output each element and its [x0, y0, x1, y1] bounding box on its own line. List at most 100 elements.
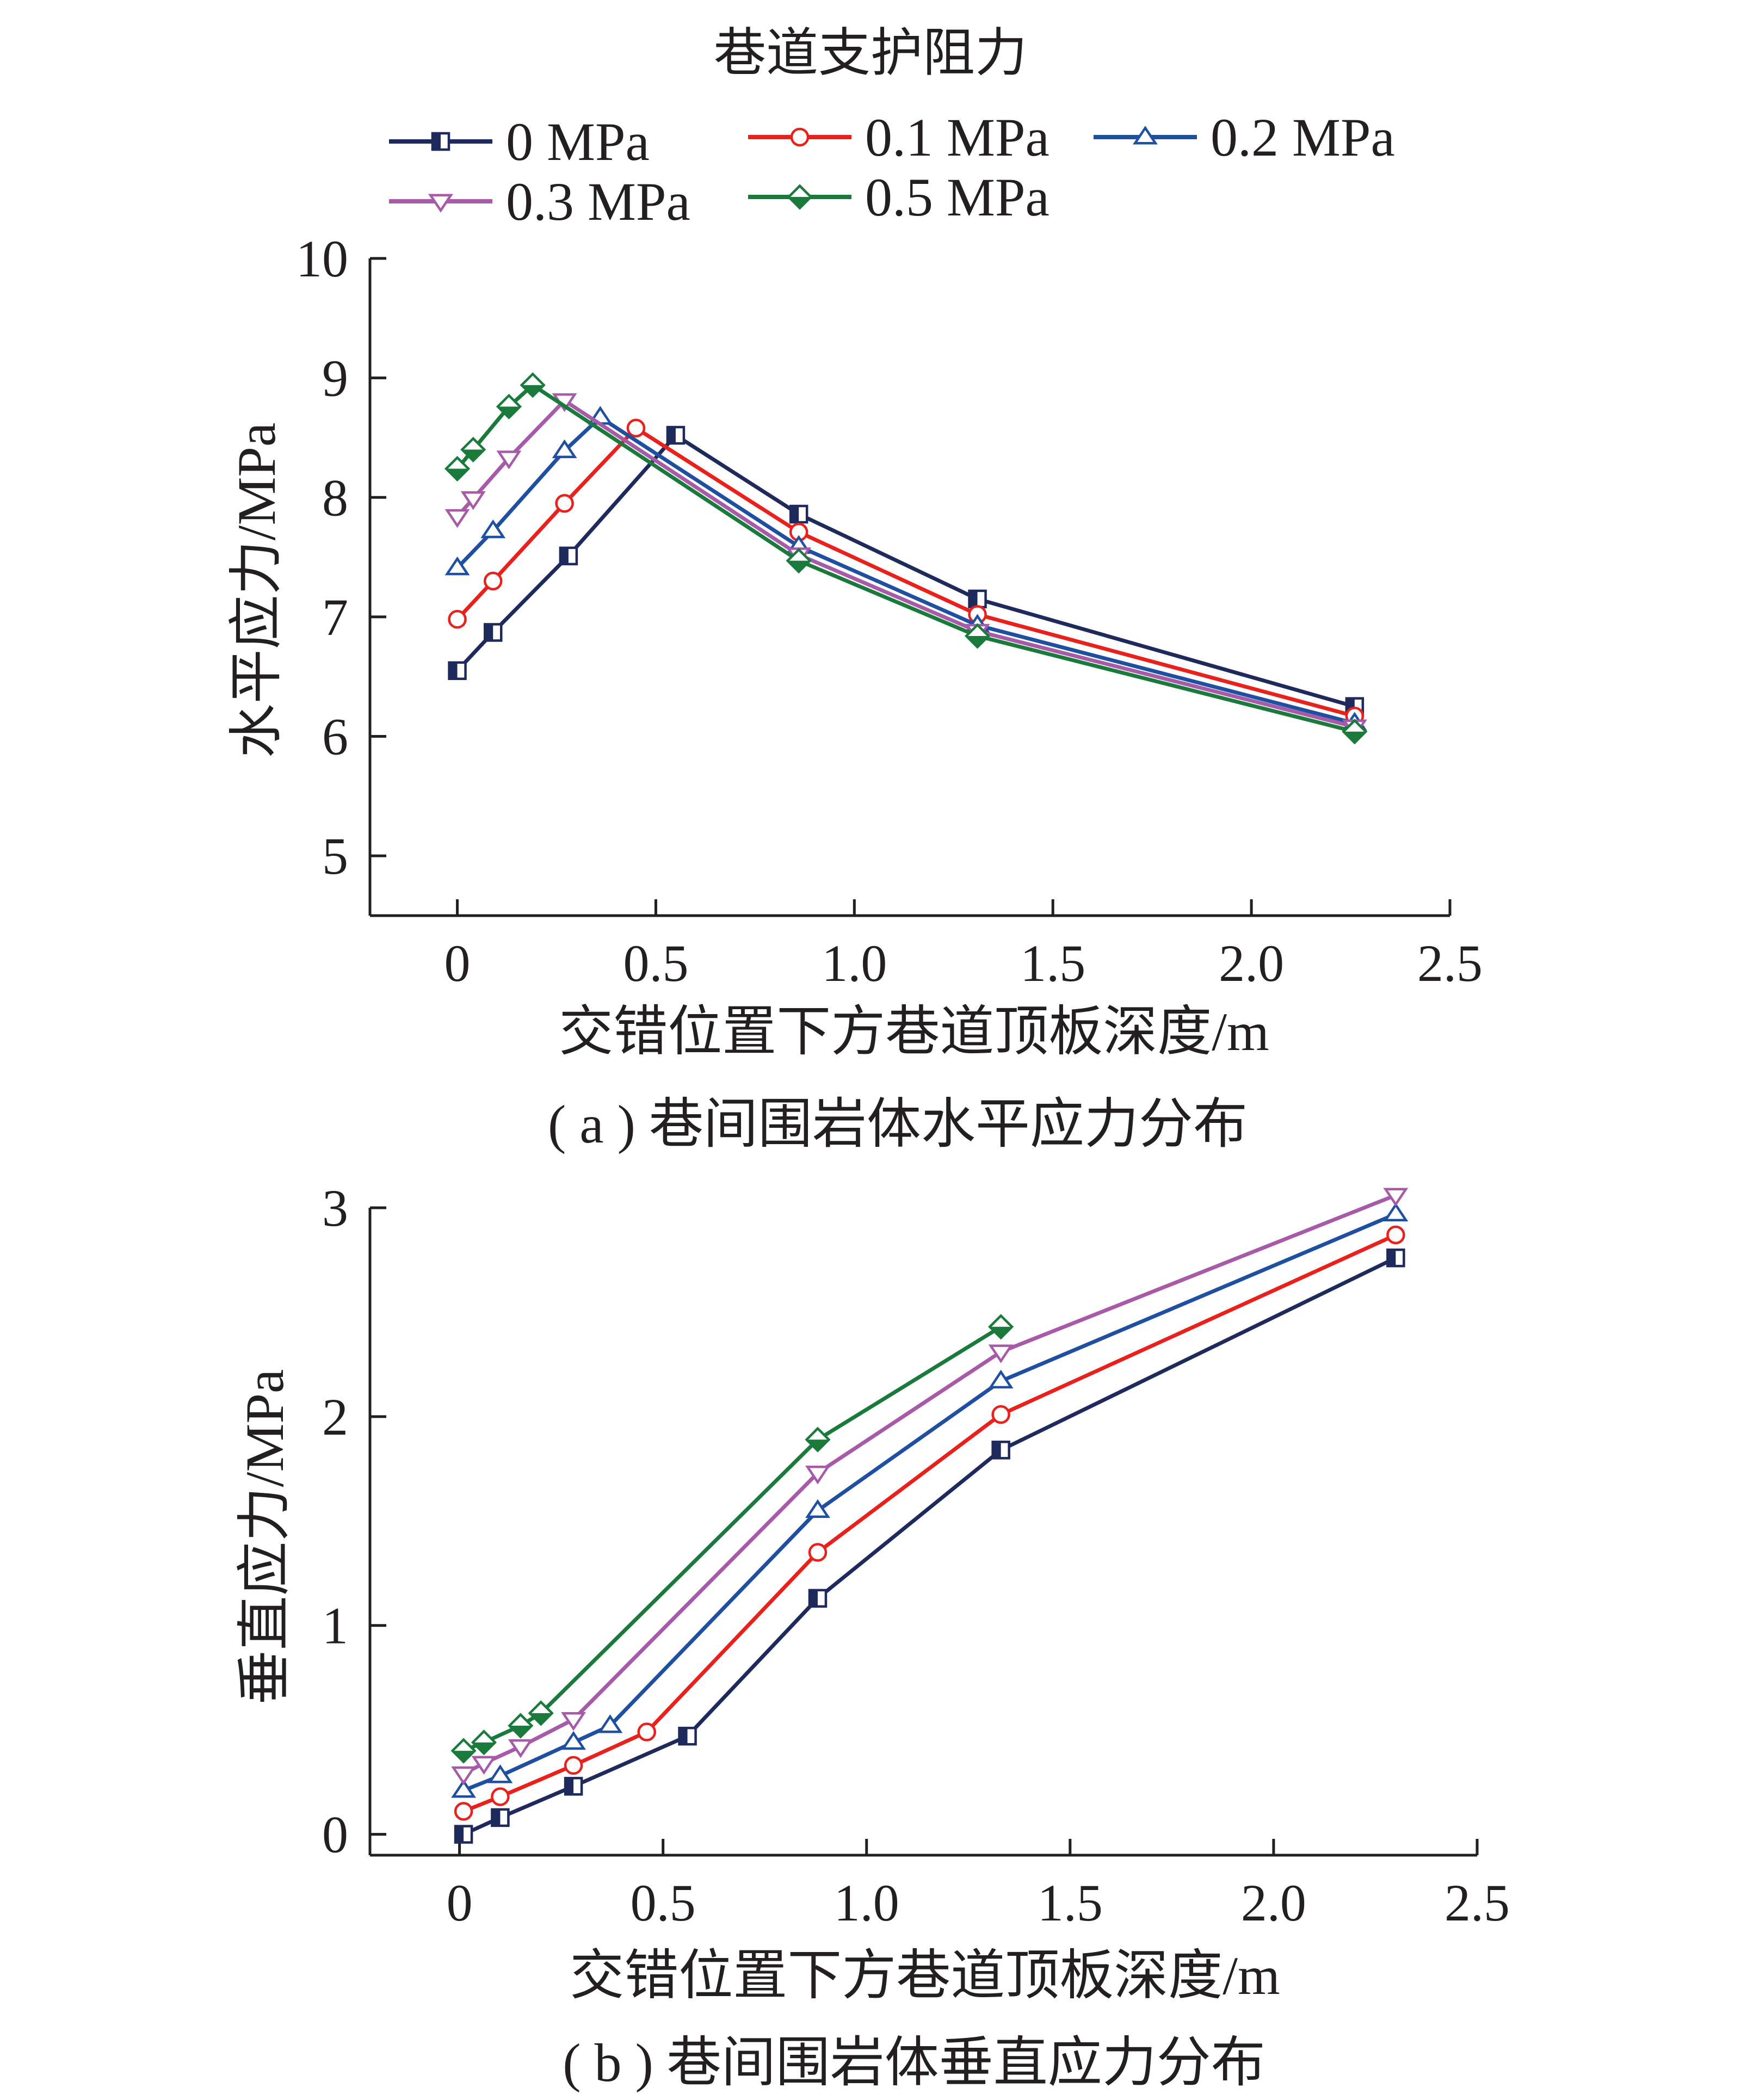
- data-point: [451, 1766, 477, 1786]
- x-tick-label: 1.5: [1020, 934, 1085, 992]
- x-tick-label: 1.5: [1038, 1874, 1103, 1932]
- data-point-fill: [806, 1440, 829, 1451]
- legend-marker-3: [428, 194, 453, 213]
- y-tick-label: 7: [322, 588, 348, 646]
- data-point-fill: [1343, 731, 1366, 743]
- x-tick-label: 0: [444, 934, 471, 992]
- legend-label-3: 0.3 MPa: [506, 171, 690, 232]
- data-point: [805, 1466, 830, 1485]
- data-point-fill: [455, 1826, 464, 1843]
- series-4: [444, 372, 1368, 745]
- data-point-fill: [992, 1442, 1001, 1459]
- x-tick-label: 0: [447, 1874, 473, 1932]
- chart-b-caption: ( b ) 巷间围岩体垂直应力分布: [563, 2033, 1265, 2093]
- y-tick-label: 2: [322, 1388, 348, 1446]
- chart-b-xlabel: 交错位置下方巷道顶板深度/m: [570, 1945, 1280, 2006]
- legend-label-2: 0.2 MPa: [1211, 107, 1395, 168]
- legend-label-4: 0.5 MPa: [865, 167, 1049, 227]
- series-2: [451, 1202, 1409, 1798]
- data-point: [988, 1369, 1014, 1389]
- data-point: [451, 1779, 477, 1798]
- x-tick-label: 2.5: [1444, 1874, 1510, 1932]
- legend-item-1: 0.1 MPa: [748, 107, 1049, 168]
- data-point-fill: [966, 636, 989, 647]
- chart-b-axes: 0 1 2 3 0 0.5 1.0 1.5 2.0 2.5: [322, 1179, 1510, 1932]
- data-point-fill: [565, 1778, 574, 1795]
- chart-a-horizontal-stress: 5 6 7 8 9 10 0 0.5 1.0 1.5 2.0 2.5 交错位置下方巷道顶板深度/m 水…: [226, 230, 1483, 1154]
- legend-items: 0 MPa 0.1 MPa 0.2 MPa 0.3 MPa 0.5 MPa: [389, 107, 1395, 232]
- y-tick-label: 10: [296, 230, 348, 288]
- data-point-fill: [485, 624, 493, 641]
- x-tick-label: 0.5: [631, 1874, 696, 1932]
- legend-marker-4-fill: [788, 197, 811, 208]
- y-tick-label: 1: [322, 1597, 348, 1655]
- legend-item-3: 0.3 MPa: [389, 171, 690, 232]
- legend-item-2: 0.2 MPa: [1094, 107, 1395, 168]
- x-tick-label: 2.0: [1219, 934, 1284, 992]
- data-point: [454, 1802, 473, 1821]
- chart-b-series: [450, 1188, 1409, 1844]
- data-point: [555, 494, 574, 513]
- y-tick-label: 8: [322, 468, 348, 527]
- chart-b-vertical-stress: 0 1 2 3 0 0.5 1.0 1.5 2.0 2.5 交错位置下方巷道顶板深度/m 垂直应力…: [234, 1179, 1510, 2093]
- data-point: [448, 610, 467, 629]
- data-point: [508, 1739, 533, 1758]
- data-point-fill: [521, 385, 544, 397]
- y-tick-label: 3: [322, 1179, 348, 1237]
- chart-a-caption: ( a ) 巷间围岩体水平应力分布: [548, 1094, 1248, 1154]
- data-point: [480, 519, 506, 539]
- y-tick-label: 6: [322, 708, 348, 766]
- x-tick-label: 1.0: [834, 1874, 899, 1932]
- series-3: [451, 1188, 1409, 1786]
- series-0: [448, 425, 1365, 716]
- data-point: [487, 1764, 513, 1783]
- chart-a-xlabel: 交错位置下方巷道顶板深度/m: [559, 1002, 1269, 1062]
- data-point: [805, 1499, 830, 1518]
- data-point: [626, 418, 646, 438]
- y-tick-label: 9: [322, 349, 348, 407]
- data-point-fill: [679, 1728, 688, 1745]
- data-point-fill: [969, 590, 978, 607]
- series-line-2: [456, 415, 1355, 725]
- data-point-fill: [462, 449, 485, 461]
- chart-a-series: [444, 372, 1368, 745]
- legend-label-0: 0 MPa: [506, 112, 650, 172]
- legend-marker-2: [1133, 126, 1158, 145]
- data-point: [561, 1712, 586, 1731]
- data-point: [496, 450, 522, 470]
- chart-b-ylabel: 垂直应力/MPa: [234, 1369, 295, 1705]
- y-tick-label: 0: [322, 1806, 348, 1864]
- data-point: [988, 1344, 1014, 1363]
- x-tick-label: 1.0: [822, 934, 887, 992]
- data-point-fill: [492, 1809, 501, 1826]
- data-point-fill: [560, 547, 569, 564]
- data-point: [564, 1756, 583, 1775]
- legend-item-0: 0 MPa: [389, 112, 650, 172]
- data-point: [471, 1756, 497, 1775]
- data-point-fill: [1387, 1250, 1396, 1267]
- series-4: [450, 1314, 1014, 1764]
- data-point-fill: [452, 1751, 475, 1762]
- chart-a-ylabel: 水平应力/MPa: [226, 423, 287, 758]
- data-point-fill: [449, 662, 458, 679]
- data-point-fill: [446, 468, 468, 480]
- legend-item-4: 0.5 MPa: [748, 167, 1049, 227]
- data-point-fill: [498, 406, 520, 418]
- data-point: [637, 1722, 656, 1741]
- series-0: [454, 1248, 1405, 1844]
- data-point: [460, 491, 486, 510]
- legend-marker-0-fill: [433, 133, 441, 150]
- y-tick-label: 5: [322, 827, 348, 885]
- data-point-fill: [809, 1590, 818, 1607]
- chart-a-axes: 5 6 7 8 9 10 0 0.5 1.0 1.5 2.0 2.5: [296, 230, 1483, 992]
- data-point: [1386, 1225, 1405, 1245]
- data-point: [444, 509, 470, 528]
- data-point-fill: [990, 1326, 1013, 1338]
- data-point: [491, 1787, 510, 1806]
- data-point-fill: [791, 506, 799, 523]
- data-point: [561, 1731, 586, 1750]
- legend: 巷道支护阻力 0 MPa 0.1 MPa 0.2 MPa 0.3 MPa 0.5 MPa: [389, 24, 1395, 232]
- x-tick-label: 0.5: [623, 934, 688, 992]
- x-tick-label: 2.0: [1241, 1874, 1306, 1932]
